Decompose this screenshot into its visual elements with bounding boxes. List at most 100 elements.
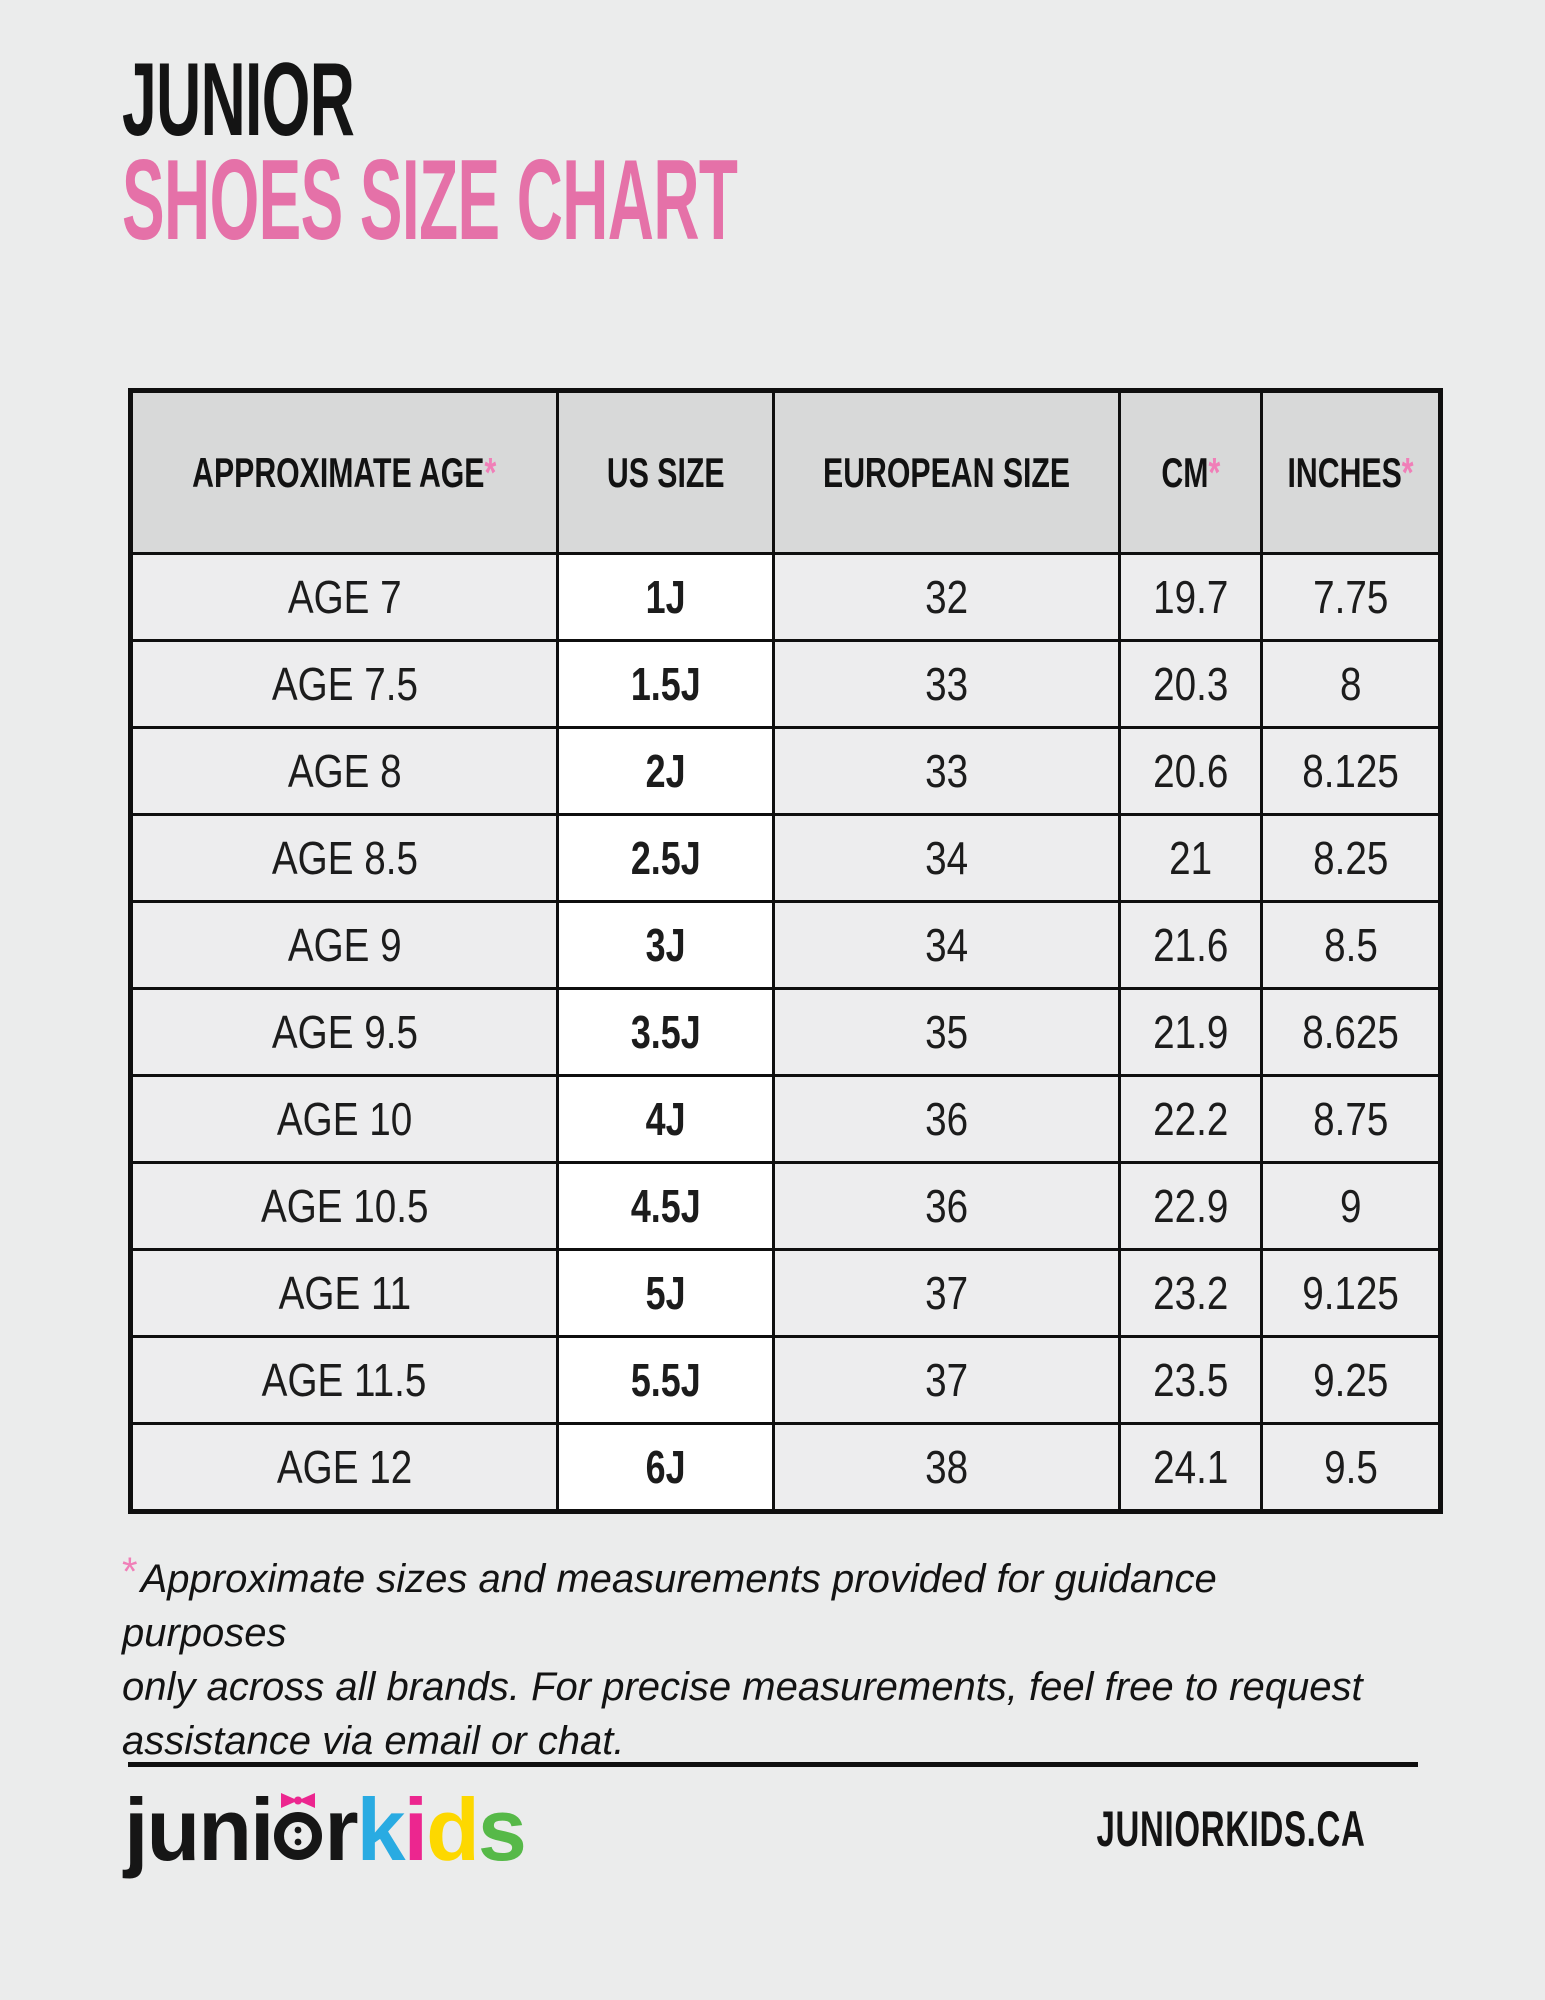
cell-us-size: 2J — [556, 726, 775, 816]
footnote-text: Approximate sizes and measurements provi… — [122, 1557, 1217, 1655]
cell-age: AGE 7.5 — [129, 639, 559, 729]
table-row: AGE 9 3J 34 21.6 8.5 — [129, 900, 1443, 990]
cell-cm: 21 — [1118, 813, 1264, 903]
logo-letter-k: k — [356, 1780, 406, 1879]
page-title: JUNIOR SHOES SIZE CHART — [122, 48, 1221, 258]
logo-o-bow-icon — [274, 1793, 323, 1860]
title-line-shoes-size-chart: SHOES SIZE CHART — [122, 137, 738, 264]
footnote-line: *Approximate sizes and measurements prov… — [122, 1550, 1382, 1660]
cell-inches: 9.5 — [1260, 1422, 1443, 1513]
col-header-label: INCHES — [1287, 448, 1402, 496]
cell-us-size: 1.5J — [556, 639, 775, 729]
cell-inches: 8.5 — [1260, 900, 1443, 990]
cell-us-size: 5.5J — [556, 1335, 775, 1425]
asterisk: * — [484, 448, 497, 496]
cell-cm: 22.2 — [1118, 1074, 1264, 1164]
cell-us-size: 5J — [556, 1248, 775, 1338]
logo-letter-d: d — [426, 1780, 480, 1879]
cell-cm: 19.7 — [1118, 552, 1264, 642]
col-header-european-size: EUROPEAN SIZE — [771, 389, 1122, 555]
table-row: AGE 8.5 2.5J 34 21 8.25 — [129, 813, 1443, 903]
col-header-inches: INCHES* — [1260, 389, 1443, 555]
cell-european-size: 38 — [771, 1422, 1122, 1513]
cell-inches: 8.625 — [1260, 987, 1443, 1077]
logo-letter-s: s — [477, 1780, 527, 1879]
logo-text-r: r — [324, 1780, 358, 1879]
cell-us-size: 3J — [556, 900, 775, 990]
table-row: AGE 11.5 5.5J 37 23.5 9.25 — [129, 1335, 1443, 1425]
cell-us-size: 6J — [556, 1422, 775, 1513]
cell-inches: 9.25 — [1260, 1335, 1443, 1425]
cell-cm: 23.5 — [1118, 1335, 1264, 1425]
cell-european-size: 33 — [771, 726, 1122, 816]
cell-european-size: 36 — [771, 1161, 1122, 1251]
logo-letter-i: i — [403, 1780, 428, 1879]
cell-inches: 8.25 — [1260, 813, 1443, 903]
col-header-approximate-age: APPROXIMATE AGE* — [129, 389, 559, 555]
cell-cm: 20.3 — [1118, 639, 1264, 729]
table-row: AGE 11 5J 37 23.2 9.125 — [129, 1248, 1443, 1338]
size-chart-table: APPROXIMATE AGE* US SIZE EUROPEAN SIZE C… — [128, 388, 1444, 1514]
cell-cm: 21.9 — [1118, 987, 1264, 1077]
cell-european-size: 35 — [771, 987, 1122, 1077]
cell-cm: 23.2 — [1118, 1248, 1264, 1338]
cell-age: AGE 10.5 — [129, 1161, 559, 1251]
title-line-junior: JUNIOR — [122, 42, 355, 158]
cell-european-size: 36 — [771, 1074, 1122, 1164]
col-header-label: EUROPEAN SIZE — [823, 448, 1071, 496]
juniorkids-logo: juni rkids — [124, 1786, 527, 1874]
cell-european-size: 32 — [771, 552, 1122, 642]
website-url: JUNIORKIDS.CA — [1096, 1801, 1365, 1857]
cell-age: AGE 8.5 — [129, 813, 559, 903]
table-row: AGE 8 2J 33 20.6 8.125 — [129, 726, 1443, 816]
cell-age: AGE 9 — [129, 900, 559, 990]
table-header-row: APPROXIMATE AGE* US SIZE EUROPEAN SIZE C… — [129, 389, 1443, 555]
table-row: AGE 10 4J 36 22.2 8.75 — [129, 1074, 1443, 1164]
table-row: AGE 7.5 1.5J 33 20.3 8 — [129, 639, 1443, 729]
cell-cm: 21.6 — [1118, 900, 1264, 990]
cell-european-size: 34 — [771, 900, 1122, 990]
cell-us-size: 1J — [556, 552, 775, 642]
cell-inches: 9 — [1260, 1161, 1443, 1251]
cell-us-size: 4.5J — [556, 1161, 775, 1251]
cell-age: AGE 12 — [129, 1422, 559, 1513]
table-row: AGE 9.5 3.5J 35 21.9 8.625 — [129, 987, 1443, 1077]
cell-inches: 8.75 — [1260, 1074, 1443, 1164]
logo-text-juni: juni — [124, 1780, 274, 1879]
cell-inches: 9.125 — [1260, 1248, 1443, 1338]
cell-age: AGE 8 — [129, 726, 559, 816]
col-header-cm: CM* — [1118, 389, 1264, 555]
cell-age: AGE 9.5 — [129, 987, 559, 1077]
col-header-label: CM — [1161, 448, 1209, 496]
cell-us-size: 2.5J — [556, 813, 775, 903]
table-row: AGE 12 6J 38 24.1 9.5 — [129, 1422, 1443, 1513]
cell-age: AGE 11.5 — [129, 1335, 559, 1425]
footnote-line: assistance via email or chat. — [122, 1719, 625, 1763]
cell-cm: 22.9 — [1118, 1161, 1264, 1251]
footnote-line: only across all brands. For precise meas… — [122, 1665, 1363, 1709]
cell-age: AGE 10 — [129, 1074, 559, 1164]
cell-european-size: 37 — [771, 1248, 1122, 1338]
col-header-us-size: US SIZE — [556, 389, 775, 555]
asterisk: * — [1208, 448, 1220, 496]
cell-age: AGE 11 — [129, 1248, 559, 1338]
cell-european-size: 34 — [771, 813, 1122, 903]
table-row: AGE 7 1J 32 19.7 7.75 — [129, 552, 1443, 642]
cell-age: AGE 7 — [129, 552, 559, 642]
footnote-asterisk: * — [122, 1550, 138, 1594]
cell-cm: 24.1 — [1118, 1422, 1264, 1513]
footnote: *Approximate sizes and measurements prov… — [122, 1550, 1382, 1768]
cell-us-size: 3.5J — [556, 987, 775, 1077]
cell-european-size: 33 — [771, 639, 1122, 729]
cell-inches: 8 — [1260, 639, 1443, 729]
cell-european-size: 37 — [771, 1335, 1122, 1425]
col-header-label: US SIZE — [606, 448, 725, 496]
cell-cm: 20.6 — [1118, 726, 1264, 816]
cell-inches: 8.125 — [1260, 726, 1443, 816]
footer-divider — [128, 1762, 1418, 1767]
table-row: AGE 10.5 4.5J 36 22.9 9 — [129, 1161, 1443, 1251]
cell-us-size: 4J — [556, 1074, 775, 1164]
cell-inches: 7.75 — [1260, 552, 1443, 642]
col-header-label: APPROXIMATE AGE — [192, 448, 485, 496]
